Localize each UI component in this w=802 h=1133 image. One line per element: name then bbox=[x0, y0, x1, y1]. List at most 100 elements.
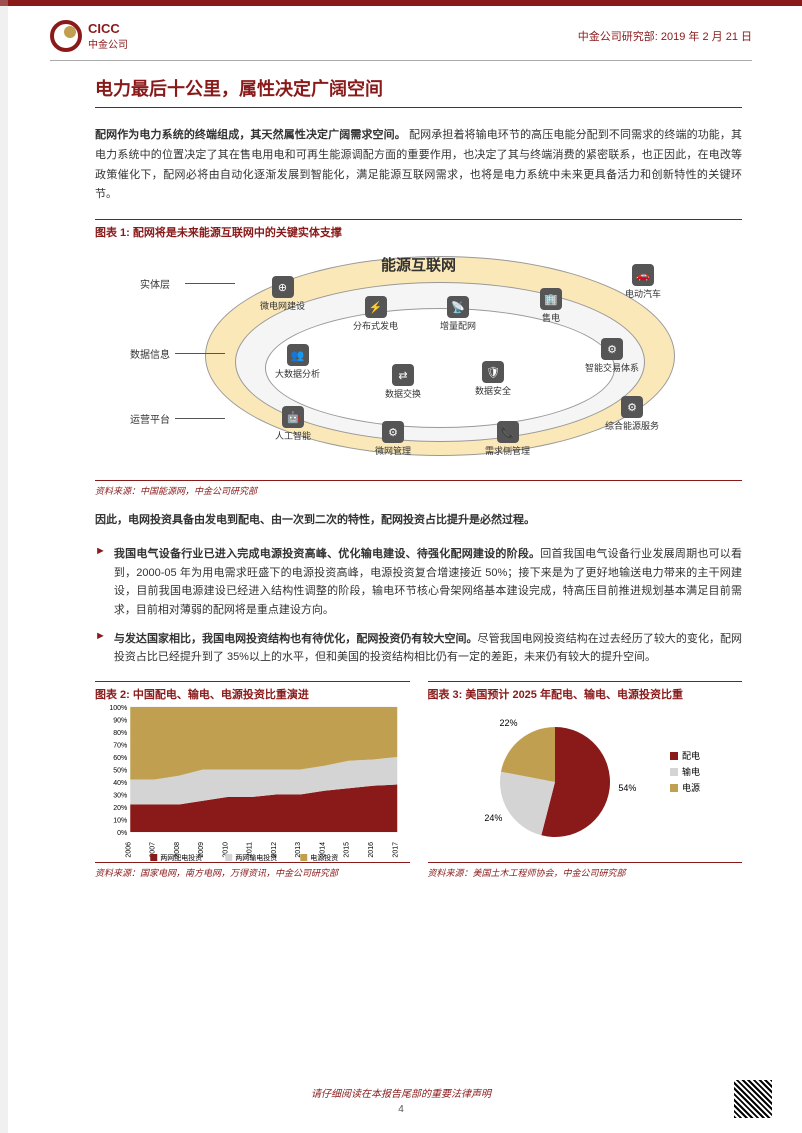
chart2-title: 图表 2: 中国配电、输电、电源投资比重演进 bbox=[95, 681, 410, 702]
diagram-node: 📡增量配网 bbox=[440, 296, 476, 332]
top-border-bar bbox=[0, 0, 802, 6]
chart3-title: 图表 3: 美国预计 2025 年配电、输电、电源投资比重 bbox=[428, 681, 743, 702]
node-icon: 📞 bbox=[497, 421, 519, 443]
diagram-center-title: 能源互联网 bbox=[381, 254, 456, 275]
energy-internet-diagram: 能源互联网 实体层数据信息运营平台 ⊕微电网建设 ⚡分布式发电 📡增量配网 🏢售电 🚗电… bbox=[95, 246, 742, 476]
cicc-logo: CICC 中金公司 bbox=[50, 20, 128, 52]
diagram-node: 📞需求侧管理 bbox=[485, 421, 530, 457]
svg-text:40%: 40% bbox=[113, 780, 127, 787]
connector-line bbox=[175, 353, 225, 354]
diagram-node: 🚗电动汽车 bbox=[625, 264, 661, 300]
node-icon: 🚗 bbox=[632, 264, 654, 286]
logo-mark-icon bbox=[50, 20, 82, 52]
bullet-marker-icon: ► bbox=[95, 545, 106, 620]
node-icon: 👥 bbox=[287, 344, 309, 366]
svg-text:30%: 30% bbox=[113, 793, 127, 800]
svg-text:配电: 配电 bbox=[682, 750, 700, 761]
intro-paragraph: 配网作为电力系统的终端组成，其天然属性决定广阔需求空间。 配网承担着将输电环节的… bbox=[95, 126, 742, 205]
svg-text:2016: 2016 bbox=[368, 842, 375, 858]
svg-text:10%: 10% bbox=[113, 818, 127, 825]
chart1-title: 图表 1: 配网将是未来能源互联网中的关键实体支撑 bbox=[95, 219, 742, 240]
chart2-source: 资料来源：国家电网，南方电网，万得资讯，中金公司研究部 bbox=[95, 862, 410, 879]
pie-chart: 54%24%22%配电输电电源 bbox=[428, 702, 743, 862]
node-label: 大数据分析 bbox=[275, 367, 320, 380]
svg-text:两网输电投资: 两网输电投资 bbox=[235, 853, 277, 862]
node-label: 微网管理 bbox=[375, 444, 411, 457]
bullet-item: ► 我国电气设备行业已进入完成电源投资高峰、优化输电建设、待强化配网建设的阶段。… bbox=[95, 545, 742, 620]
svg-text:0%: 0% bbox=[117, 830, 127, 837]
page-header: CICC 中金公司 中金公司研究部: 2019 年 2 月 21 日 bbox=[50, 20, 752, 61]
node-icon: ⚡ bbox=[365, 296, 387, 318]
diagram-node: ⇄数据交换 bbox=[385, 364, 421, 400]
svg-text:50%: 50% bbox=[113, 768, 127, 775]
diagram-node: ⚡分布式发电 bbox=[353, 296, 398, 332]
diagram-node: 👥大数据分析 bbox=[275, 344, 320, 380]
svg-text:24%: 24% bbox=[484, 813, 502, 823]
connector-line bbox=[175, 418, 225, 419]
svg-text:70%: 70% bbox=[113, 743, 127, 750]
area-chart: 0%10%20%30%40%50%60%70%80%90%100%2006200… bbox=[95, 702, 410, 862]
svg-text:22%: 22% bbox=[499, 718, 517, 728]
bullet-item: ► 与发达国家相比，我国电网投资结构也有待优化，配网投资仍有较大空间。尽管我国电… bbox=[95, 630, 742, 667]
bullet-body: 我国电气设备行业已进入完成电源投资高峰、优化输电建设、待强化配网建设的阶段。回首… bbox=[114, 545, 742, 620]
node-label: 分布式发电 bbox=[353, 319, 398, 332]
node-label: 智能交易体系 bbox=[585, 361, 639, 374]
node-icon: 🛡 bbox=[482, 361, 504, 383]
diagram-layer-label: 数据信息 bbox=[130, 346, 170, 361]
bullet-lead: 与发达国家相比，我国电网投资结构也有待优化，配网投资仍有较大空间。 bbox=[114, 633, 478, 645]
header-date: 中金公司研究部: 2019 年 2 月 21 日 bbox=[578, 28, 752, 44]
diagram-node: 🤖人工智能 bbox=[275, 406, 311, 442]
diagram-node: 🛡数据安全 bbox=[475, 361, 511, 397]
svg-text:80%: 80% bbox=[113, 730, 127, 737]
node-icon: ⚙ bbox=[382, 421, 404, 443]
chart3-source: 资料来源：美国土木工程师协会，中金公司研究部 bbox=[428, 862, 743, 879]
main-content: 电力最后十公里，属性决定广阔空间 配网作为电力系统的终端组成，其天然属性决定广阔… bbox=[95, 75, 742, 879]
node-label: 数据交换 bbox=[385, 387, 421, 400]
svg-text:2017: 2017 bbox=[392, 842, 399, 858]
svg-text:两网配电投资: 两网配电投资 bbox=[160, 853, 202, 862]
connector-line bbox=[185, 283, 235, 284]
bullet-marker-icon: ► bbox=[95, 630, 106, 667]
node-label: 增量配网 bbox=[440, 319, 476, 332]
intro-lead: 配网作为电力系统的终端组成，其天然属性决定广阔需求空间。 bbox=[95, 129, 406, 141]
bottom-charts-row: 图表 2: 中国配电、输电、电源投资比重演进 0% 10% 20% 30% 40% 50%… bbox=[95, 677, 742, 879]
bullet-body: 与发达国家相比，我国电网投资结构也有待优化，配网投资仍有较大空间。尽管我国电网投… bbox=[114, 630, 742, 667]
chart3-column: 图表 3: 美国预计 2025 年配电、输电、电源投资比重 54%24%22%配… bbox=[428, 677, 743, 879]
chart2-column: 图表 2: 中国配电、输电、电源投资比重演进 0% 10% 20% 30% 40% 50%… bbox=[95, 677, 410, 879]
footer-disclaimer: 请仔细阅读在本报告尾部的重要法律声明 bbox=[0, 1085, 802, 1100]
node-icon: 🤖 bbox=[282, 406, 304, 428]
diagram-node: ⊕微电网建设 bbox=[260, 276, 305, 312]
mid-paragraph: 因此，电网投资具备由发电到配电、由一次到二次的特性，配网投资占比提升是必然过程。 bbox=[95, 511, 742, 531]
svg-text:20%: 20% bbox=[113, 805, 127, 812]
section-title: 电力最后十公里，属性决定广阔空间 bbox=[95, 75, 742, 108]
logo-text-en: CICC bbox=[88, 21, 128, 36]
chart1-source: 资料来源：中国能源网，中金公司研究部 bbox=[95, 480, 742, 497]
diagram-layer-label: 实体层 bbox=[140, 276, 170, 291]
node-label: 人工智能 bbox=[275, 429, 311, 442]
diagram-layer-label: 运营平台 bbox=[130, 411, 170, 426]
svg-text:2015: 2015 bbox=[344, 842, 351, 858]
diagram-node: ⚙微网管理 bbox=[375, 421, 411, 457]
svg-text:100%: 100% bbox=[109, 705, 127, 712]
svg-text:输电: 输电 bbox=[682, 766, 700, 777]
diagram-node: 🏢售电 bbox=[540, 288, 562, 324]
qr-code-icon bbox=[734, 1080, 772, 1118]
logo-text-cn: 中金公司 bbox=[88, 36, 128, 51]
node-label: 微电网建设 bbox=[260, 299, 305, 312]
bullet-lead: 我国电气设备行业已进入完成电源投资高峰、优化输电建设、待强化配网建设的阶段。 bbox=[114, 548, 540, 560]
node-label: 综合能源服务 bbox=[605, 419, 659, 432]
svg-text:2006: 2006 bbox=[125, 842, 132, 858]
svg-text:电源投资: 电源投资 bbox=[310, 853, 338, 862]
node-label: 数据安全 bbox=[475, 384, 511, 397]
node-icon: ⊕ bbox=[272, 276, 294, 298]
svg-text:60%: 60% bbox=[113, 755, 127, 762]
node-icon: ⚙ bbox=[601, 338, 623, 360]
node-icon: 📡 bbox=[447, 296, 469, 318]
diagram-node: ⚙智能交易体系 bbox=[585, 338, 639, 374]
page-number: 4 bbox=[0, 1104, 802, 1115]
node-label: 电动汽车 bbox=[625, 287, 661, 300]
diagram-node: ⚙综合能源服务 bbox=[605, 396, 659, 432]
left-side-bar bbox=[0, 0, 8, 1133]
node-label: 售电 bbox=[542, 311, 560, 324]
svg-text:电源: 电源 bbox=[682, 782, 700, 793]
